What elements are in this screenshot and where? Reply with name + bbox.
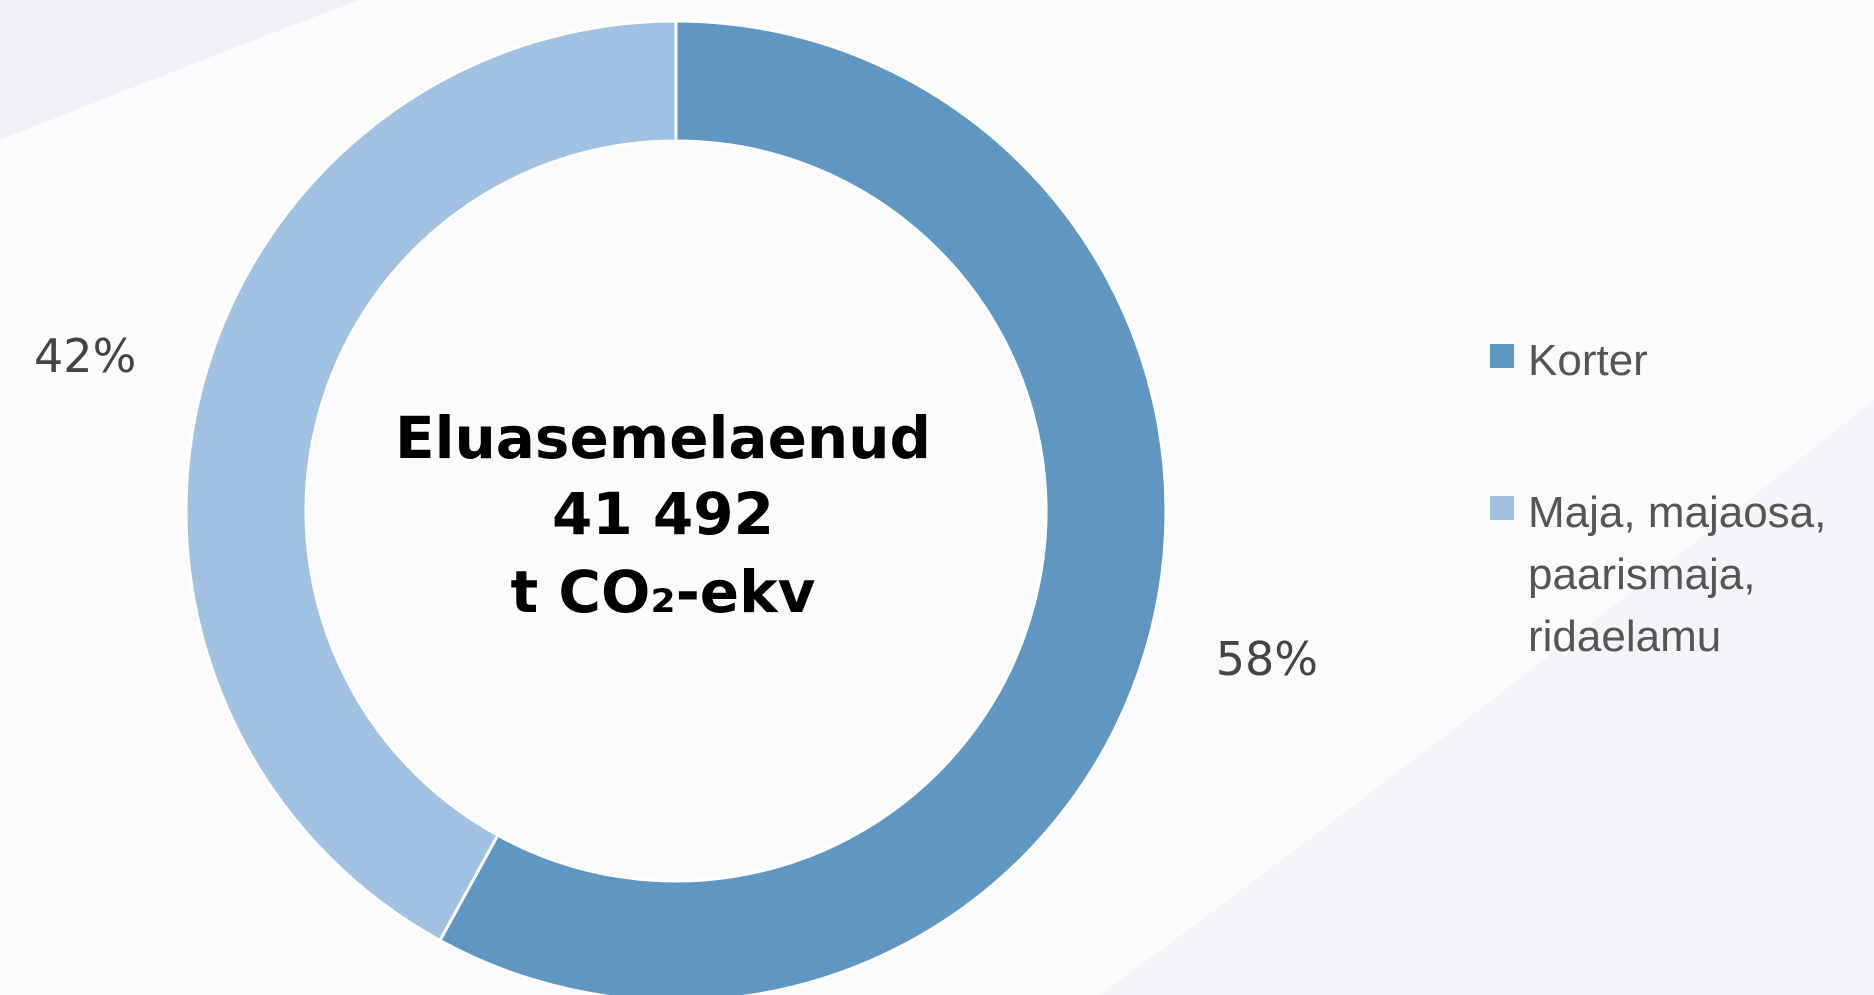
legend-label: Maja, majaosa, paarismaja, ridaelamu: [1528, 488, 1827, 661]
legend-item: Maja, majaosa, paarismaja, ridaelamu: [1490, 482, 1874, 668]
legend-label: Korter: [1528, 336, 1648, 385]
donut-slice: [184, 19, 678, 943]
center-unit: t CO₂-ekv: [511, 558, 816, 626]
center-value: 41 492: [552, 480, 774, 548]
donut-slice: [437, 19, 1168, 995]
legend-item: Korter: [1490, 330, 1874, 392]
background-shape: [1100, 400, 1874, 995]
background-shape: [0, 0, 360, 140]
legend: Korter Maja, majaosa, paarismaja, ridaela…: [1490, 330, 1874, 758]
legend-swatch: [1490, 496, 1514, 520]
donut: [184, 19, 1168, 995]
center-title: Eluasemelaenud: [395, 404, 931, 472]
value-label: 58%: [1216, 632, 1318, 686]
legend-swatch: [1490, 344, 1514, 368]
value-label: 42%: [34, 329, 136, 383]
